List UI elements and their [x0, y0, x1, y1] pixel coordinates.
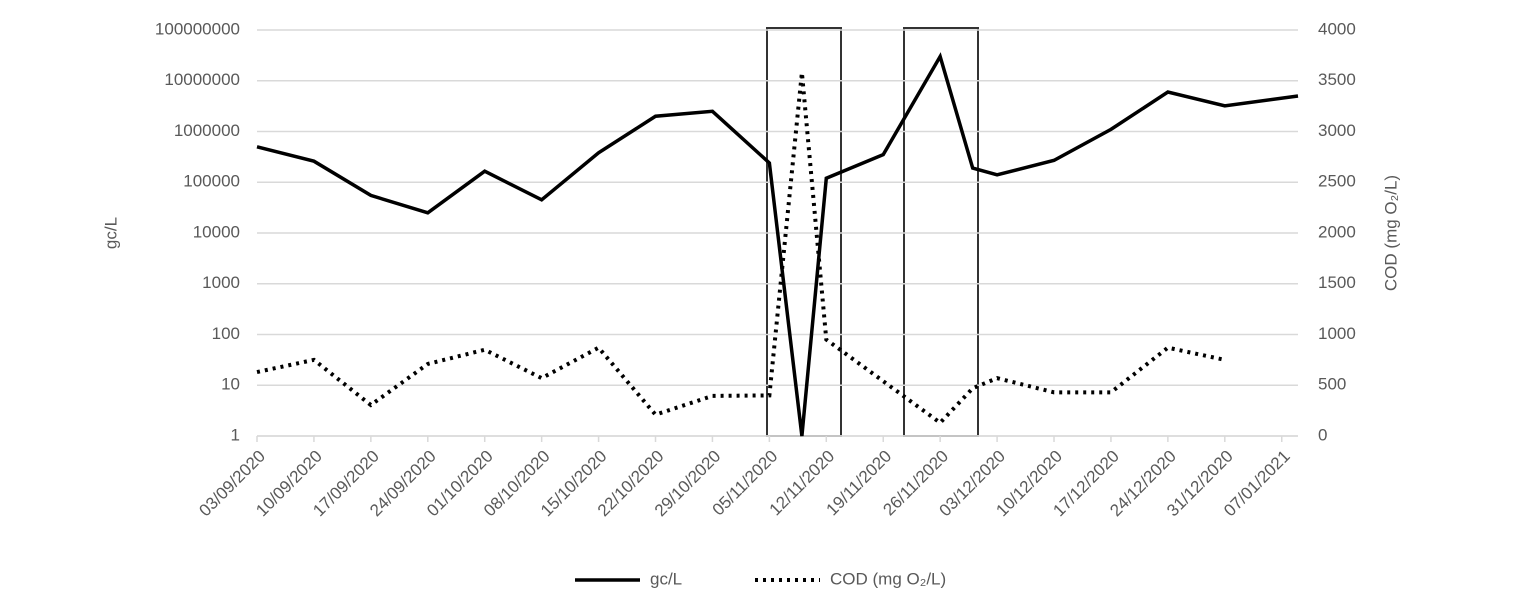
highlight-box: [903, 27, 979, 437]
y2-tick-label: 500: [1318, 375, 1346, 394]
y-tick-label: 10000: [193, 222, 240, 241]
y2-tick-label: 2500: [1318, 172, 1356, 191]
legend-label: gc/L: [650, 569, 682, 588]
y-tick-label: 10: [221, 375, 240, 394]
legend-label: COD (mg O₂/L): [830, 569, 946, 588]
y2-tick-label: 3000: [1318, 121, 1356, 140]
y-tick-label: 1000: [202, 273, 240, 292]
y2-tick-label: 2000: [1318, 222, 1356, 241]
y2-tick-label: 3500: [1318, 70, 1356, 89]
series-line: [256, 72, 1226, 426]
y2-tick-label: 1500: [1318, 273, 1356, 292]
y-tick-label: 100000000: [155, 19, 240, 38]
y-tick-label: 1: [231, 425, 240, 444]
y2-tick-label: 1000: [1318, 324, 1356, 343]
y-tick-label: 100000: [183, 172, 240, 191]
y-axis-label: gc/L: [101, 217, 120, 249]
series-line: [256, 52, 1299, 437]
y-tick-label: 10000000: [164, 70, 240, 89]
y2-tick-label: 0: [1318, 425, 1327, 444]
y2-axis-label: COD (mg O₂/L): [1381, 175, 1400, 291]
y-tick-label: 1000000: [174, 121, 240, 140]
y-tick-label: 100: [212, 324, 240, 343]
y2-tick-label: 4000: [1318, 19, 1356, 38]
